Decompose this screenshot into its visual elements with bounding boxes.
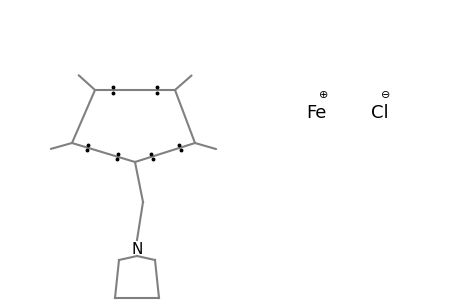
Text: ⊕: ⊕: [319, 90, 328, 100]
Text: Fe: Fe: [305, 104, 325, 122]
Text: ⊖: ⊖: [381, 90, 390, 100]
Text: N: N: [131, 242, 142, 257]
Text: Cl: Cl: [370, 104, 388, 122]
